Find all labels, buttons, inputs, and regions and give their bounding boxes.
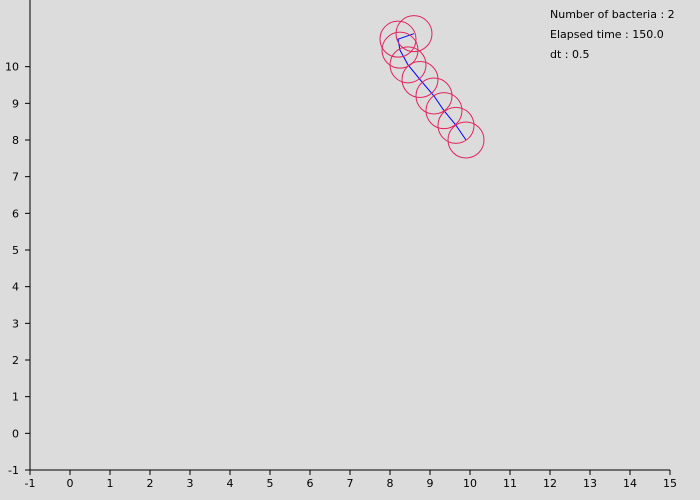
- bacteria-count-value: 2: [667, 8, 675, 21]
- x-tick-label: 13: [583, 477, 597, 490]
- elapsed-time-value: 150.0: [632, 28, 664, 41]
- y-tick-label: 0: [12, 427, 19, 440]
- y-tick-label: 3: [12, 317, 19, 330]
- x-tick-label: 5: [267, 477, 274, 490]
- bacteria-count-line: Number of bacteria : 2: [550, 5, 675, 25]
- y-tick-label: 4: [12, 281, 19, 294]
- y-tick-label: 6: [12, 207, 19, 220]
- x-tick-label: 15: [663, 477, 677, 490]
- x-tick-label: 4: [227, 477, 234, 490]
- bacterium-cell: [425, 92, 463, 130]
- y-tick-label: -1: [8, 464, 19, 477]
- x-tick-label: 3: [187, 477, 194, 490]
- y-tick-label: 10: [5, 61, 19, 74]
- bacterium-cell: [401, 61, 439, 98]
- x-tick-label: 12: [543, 477, 557, 490]
- x-tick-label: 7: [347, 477, 354, 490]
- x-tick-label: 10: [463, 477, 477, 490]
- x-tick-label: 1: [107, 477, 114, 490]
- y-tick-label: 1: [12, 391, 19, 404]
- x-tick-label: 2: [147, 477, 154, 490]
- x-tick-label: 6: [307, 477, 314, 490]
- bacterium-cell: [395, 15, 433, 53]
- bacteria-count-label: Number of bacteria :: [550, 8, 668, 21]
- y-tick-label: 2: [12, 354, 19, 367]
- x-tick-label: 11: [503, 477, 517, 490]
- x-tick-label: 9: [427, 477, 434, 490]
- x-tick-label: 8: [387, 477, 394, 490]
- y-tick-label: 5: [12, 244, 19, 257]
- dt-line: dt : 0.5: [550, 45, 675, 65]
- dt-label: dt :: [550, 48, 572, 61]
- bacterium-cell: [379, 20, 417, 58]
- y-tick-label: 7: [12, 171, 19, 184]
- x-tick-label: -1: [25, 477, 36, 490]
- elapsed-time-line: Elapsed time : 150.0: [550, 25, 675, 45]
- y-tick-label: 9: [12, 97, 19, 110]
- bacterium-cell: [381, 31, 419, 69]
- elapsed-time-label: Elapsed time :: [550, 28, 633, 41]
- dt-value: 0.5: [572, 48, 590, 61]
- y-tick-label: 8: [12, 134, 19, 147]
- x-tick-label: 0: [67, 477, 74, 490]
- x-tick-label: 14: [623, 477, 637, 490]
- bacterium-cell: [437, 106, 475, 144]
- bacterium-cell: [415, 77, 453, 115]
- status-panel: Number of bacteria : 2 Elapsed time : 15…: [550, 5, 675, 65]
- bacterium-cell: [447, 121, 485, 159]
